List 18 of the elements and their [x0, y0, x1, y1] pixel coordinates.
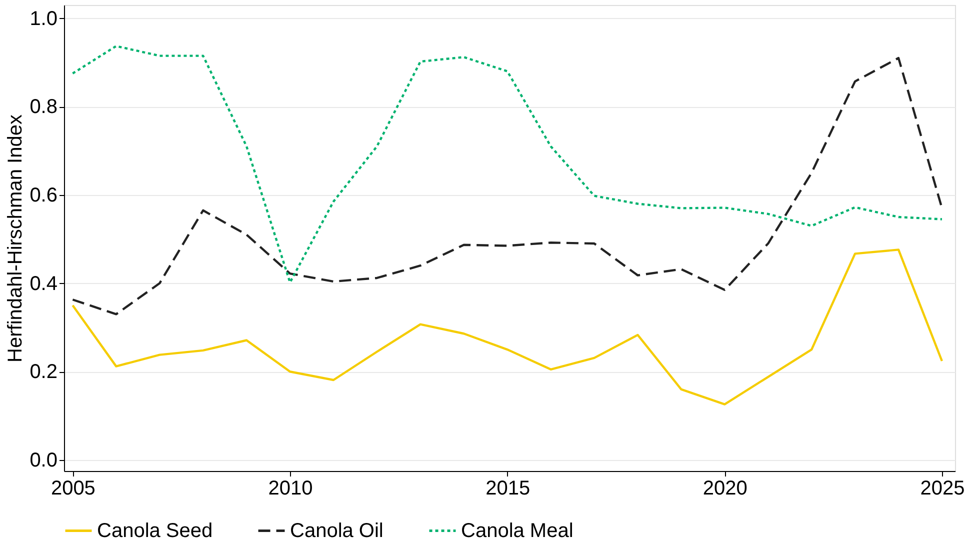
- y-tick-label: 1.0: [30, 8, 58, 30]
- x-tick-label: 2005: [50, 478, 96, 500]
- y-tick-label: 0.6: [30, 184, 58, 206]
- y-axis-title: Herfindahl-Hirschman Index: [4, 114, 27, 362]
- y-tick-label: 0.0: [30, 449, 58, 472]
- legend-label: Canola Oil: [290, 520, 384, 542]
- y-tick-label: 0.2: [30, 361, 58, 384]
- x-tick-label: 2025: [920, 478, 965, 500]
- line-series: [72, 56, 944, 316]
- legend-label: Canola Meal: [461, 520, 574, 542]
- x-tick-label: 2015: [486, 478, 530, 500]
- x-tick-label: 2020: [702, 478, 748, 500]
- y-tick-label: 0.8: [30, 96, 58, 118]
- x-tick-label: 2010: [268, 478, 313, 500]
- y-tick-label: 0.4: [30, 272, 58, 295]
- line-series: [72, 44, 944, 284]
- legend-label: Canola Seed: [97, 520, 213, 542]
- line-series: [72, 248, 944, 406]
